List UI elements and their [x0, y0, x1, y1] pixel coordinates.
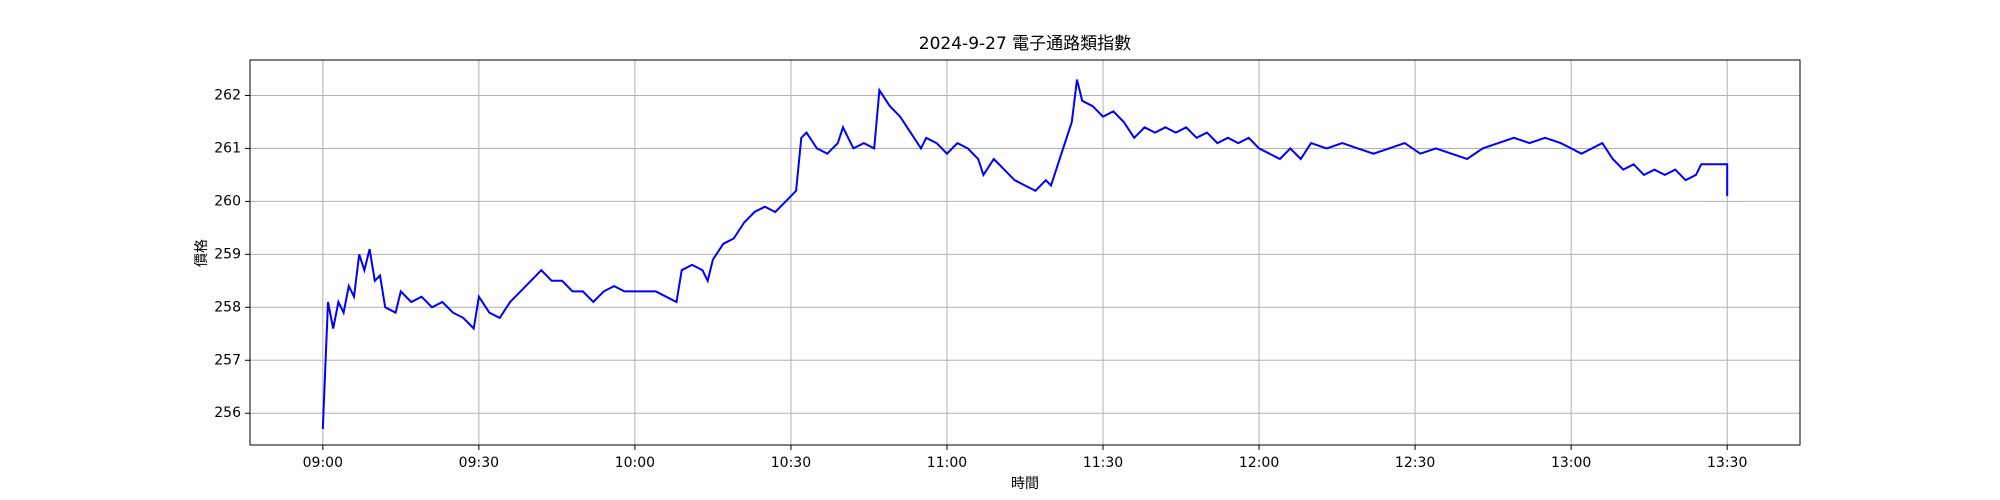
y-tick-label: 256 [214, 405, 241, 421]
x-tick-label: 09:00 [303, 455, 343, 471]
x-tick-label: 10:00 [615, 455, 655, 471]
x-tick-label: 12:30 [1395, 455, 1435, 471]
y-tick-label: 261 [214, 140, 241, 156]
x-tick-label: 09:30 [459, 455, 499, 471]
plot-frame [249, 59, 1801, 446]
x-tick-label: 13:00 [1551, 455, 1591, 471]
x-tick-label: 10:30 [771, 455, 811, 471]
y-tick-label: 257 [214, 352, 241, 368]
y-axis-label: 價格 [193, 239, 210, 267]
line-series [321, 79, 1729, 430]
x-tick-label: 11:30 [1083, 455, 1123, 471]
x-tick-label: 11:00 [927, 455, 967, 471]
y-tick-label: 259 [214, 246, 241, 262]
y-tick-label: 262 [214, 87, 241, 103]
y-tick-label: 260 [214, 193, 241, 209]
x-tick-label: 12:00 [1239, 455, 1279, 471]
y-tick-label: 258 [214, 299, 241, 315]
x-axis-label: 時間 [1011, 476, 1039, 492]
x-tick-label: 13:30 [1707, 455, 1747, 471]
chart-title: 2024-9-27 電子通路類指數 [919, 34, 1131, 54]
